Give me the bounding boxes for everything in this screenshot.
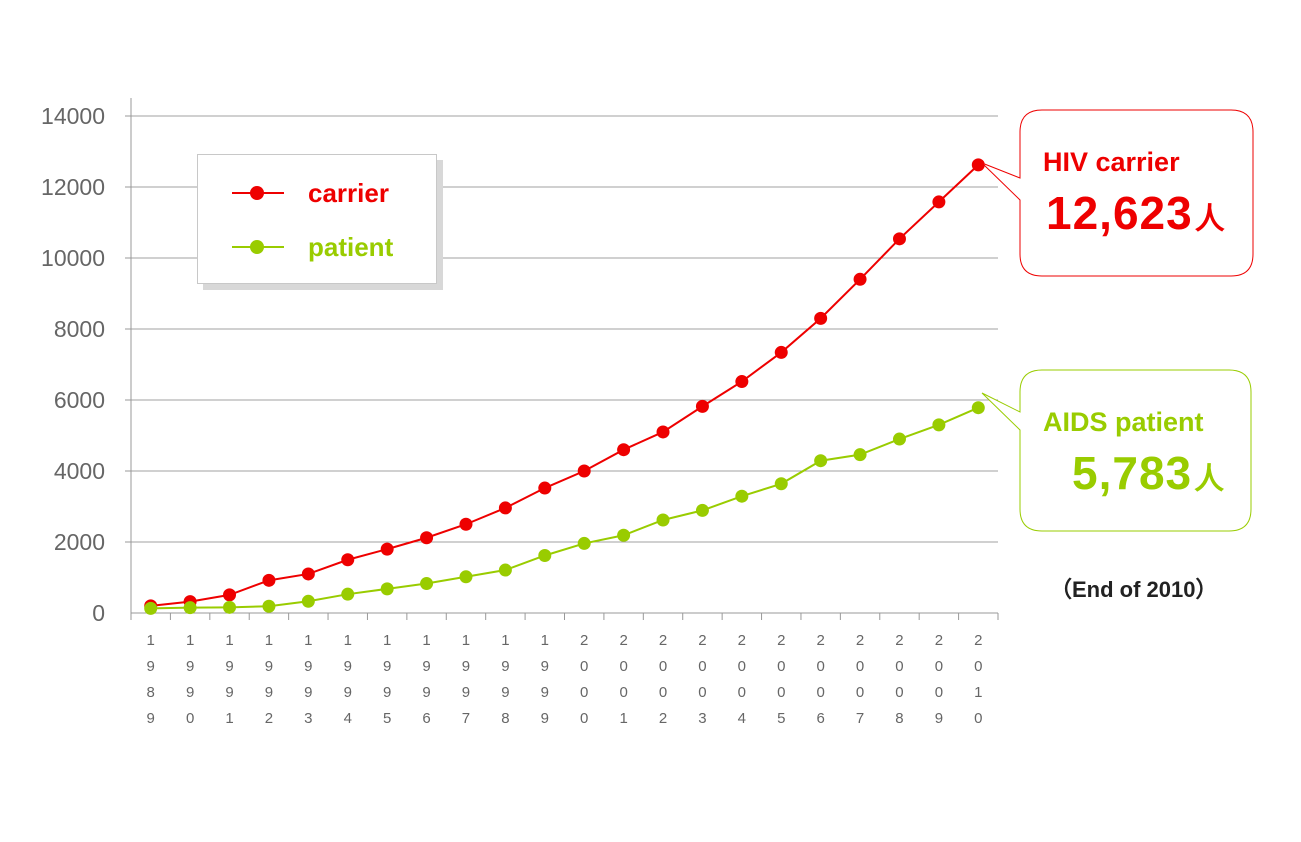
data-point-patient (774, 477, 788, 491)
y-tick-label: 10000 (41, 245, 105, 271)
data-point-patient (301, 594, 315, 608)
data-point-patient (971, 401, 985, 415)
patient-callout-box (981, 369, 1252, 532)
data-point-carrier (656, 425, 670, 439)
data-point-patient (262, 599, 276, 613)
y-tick-label: 14000 (41, 103, 105, 129)
y-tick-labels: 0 2000 4000 6000 8000 10000 12000 14000 (41, 103, 105, 626)
data-point-patient (459, 570, 473, 584)
legend-swatch-carrier (228, 183, 288, 203)
footnote: （End of 2010） (1050, 577, 1218, 602)
patient-callout-title: AIDS patient (1043, 407, 1204, 437)
carrier-callout-value-wrap: 12,623人 (1046, 186, 1226, 240)
y-tick-label: 2000 (54, 529, 105, 555)
data-point-carrier (695, 399, 709, 413)
data-point-patient (617, 528, 631, 542)
data-point-carrier (774, 345, 788, 359)
data-point-carrier (223, 588, 237, 602)
data-point-carrier (971, 158, 985, 172)
data-point-carrier (380, 542, 394, 556)
axes (125, 98, 999, 620)
legend-item-patient: patient (228, 227, 393, 267)
data-point-carrier (814, 311, 828, 325)
data-point-carrier (735, 375, 749, 389)
data-point-patient (538, 548, 552, 562)
data-point-patient (183, 601, 197, 615)
x-tick-labels: 1 9 8 9 1 9 9 0 1 9 9 1 1 9 9 2 1 9 9 3 1 9 9 4 1 9 9 5 1 9 9 6 1 9 9 7 1 9 9 8… (147, 632, 983, 727)
legend: carrier patient (197, 154, 437, 284)
series (144, 158, 985, 615)
carrier-callout-title: HIV carrier (1043, 147, 1180, 177)
legend-item-carrier: carrier (228, 173, 389, 213)
data-point-patient (498, 563, 512, 577)
carrier-callout-unit: 人 (1194, 203, 1226, 236)
data-point-patient (892, 432, 906, 446)
data-point-carrier (617, 443, 631, 457)
data-point-patient (223, 600, 237, 614)
data-point-carrier (301, 567, 315, 581)
data-point-carrier (853, 272, 867, 286)
legend-swatch-patient (228, 237, 288, 257)
data-point-carrier (459, 517, 473, 531)
data-point-carrier (932, 195, 946, 209)
data-point-patient (144, 601, 158, 615)
legend-label-patient: patient (308, 231, 394, 262)
data-point-carrier (892, 232, 906, 246)
carrier-callout-box (981, 109, 1254, 277)
data-point-patient (656, 513, 670, 527)
data-point-patient (932, 418, 946, 432)
data-point-patient (420, 577, 434, 591)
patient-callout-value: 5,783 (1072, 447, 1193, 499)
y-tick-label: 0 (92, 600, 105, 626)
data-point-carrier (538, 481, 552, 495)
y-tick-label: 8000 (54, 316, 105, 342)
patient-callout-value-wrap: 5,783人 (1072, 446, 1225, 500)
data-point-patient (695, 503, 709, 517)
data-point-patient (577, 536, 591, 550)
series-line-patient (150, 406, 979, 610)
data-point-carrier (262, 573, 276, 587)
data-point-carrier (498, 501, 512, 515)
y-tick-label: 12000 (41, 174, 105, 200)
y-tick-label: 6000 (54, 387, 105, 413)
data-point-carrier (420, 531, 434, 545)
data-point-patient (735, 489, 749, 503)
legend-label-carrier: carrier (308, 177, 389, 208)
data-point-patient (341, 587, 355, 601)
series-line-carrier (150, 164, 979, 607)
data-point-patient (814, 454, 828, 468)
data-point-patient (853, 448, 867, 462)
carrier-callout-value: 12,623 (1046, 187, 1193, 239)
data-point-carrier (341, 553, 355, 567)
data-point-carrier (577, 464, 591, 478)
data-point-patient (380, 582, 394, 596)
patient-callout-unit: 人 (1194, 463, 1226, 496)
y-tick-label: 4000 (54, 458, 105, 484)
